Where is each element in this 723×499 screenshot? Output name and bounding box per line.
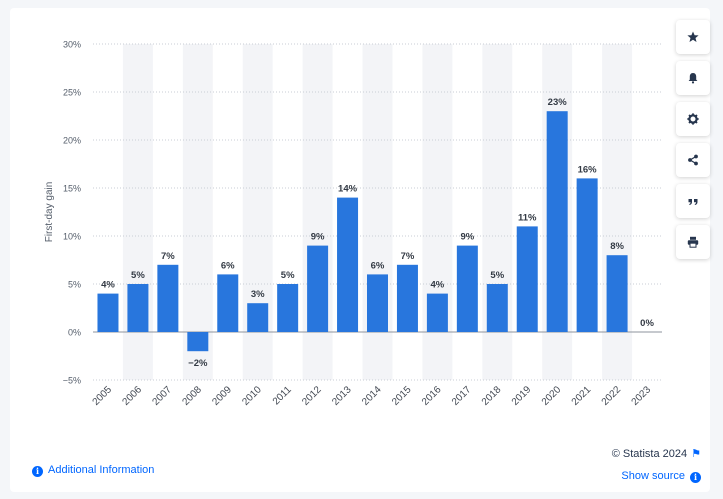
bar [217,274,239,332]
quote-icon [688,199,698,205]
statista-credit[interactable]: © Statista 2024 ⚑ [612,443,701,465]
x-tick-label: 2015 [390,384,414,408]
favorite-button[interactable] [676,20,710,54]
share-button[interactable] [676,143,710,177]
x-tick-label: 2010 [240,384,264,408]
column-band [182,44,213,380]
bar [456,245,478,332]
data-label: 5% [281,270,295,281]
additional-information-link[interactable]: i Additional Information [32,462,154,478]
y-tick-label: −5% [63,376,81,386]
share-icon [688,154,698,166]
data-label: 0% [640,318,654,329]
print-button[interactable] [676,225,710,259]
bar [337,197,359,332]
x-tick-label: 2019 [510,384,534,408]
data-label: −2% [188,358,208,369]
x-tick-label: 2017 [450,384,474,408]
footer-right: © Statista 2024 ⚑ Show source i [612,443,701,487]
data-label: 8% [610,241,624,252]
print-icon [687,236,699,248]
additional-information-label: Additional Information [48,464,155,476]
data-label: 4% [431,280,445,291]
x-tick-label: 2011 [271,384,294,407]
bar [426,293,448,332]
x-tick-label: 2012 [300,384,324,408]
y-tick-label: 15% [63,184,81,194]
bar [576,178,598,332]
star-icon [687,31,699,42]
bar [606,255,628,332]
y-tick-label: 20% [63,136,81,146]
notification-button[interactable] [676,61,710,95]
bar [97,293,119,332]
data-label: 16% [578,164,598,175]
data-label: 6% [371,260,385,271]
flag-icon: ⚑ [691,448,701,460]
bar [277,284,299,332]
bell-icon [688,73,698,84]
data-label: 14% [338,184,358,195]
x-tick-label: 2007 [150,384,174,408]
bar [486,284,508,332]
bar [396,264,418,332]
bar [187,332,209,352]
info-icon: i [690,472,701,483]
credit-text: © Statista 2024 [611,448,688,460]
data-label: 4% [101,280,115,291]
x-tick-label: 2018 [480,384,504,408]
bar [546,111,568,332]
gear-icon [687,113,699,125]
x-tick-label: 2020 [540,384,564,408]
data-label: 11% [518,212,537,223]
data-label: 9% [460,232,474,243]
x-tick-label: 2005 [91,384,115,408]
data-label: 5% [131,270,145,281]
x-tick-label: 2013 [330,384,354,408]
bar [516,226,538,332]
x-tick-label: 2016 [420,384,444,408]
y-tick-label: 25% [63,88,81,98]
data-label: 9% [311,232,325,243]
data-label: 6% [221,260,235,271]
x-tick-label: 2009 [210,384,234,408]
bar [127,284,149,332]
side-toolbar [676,20,710,266]
y-tick-label: 0% [68,328,81,338]
x-tick-label: 2008 [180,384,204,408]
x-tick-label: 2023 [630,384,654,408]
x-tick-label: 2006 [121,384,145,408]
data-label: 7% [161,251,175,262]
show-source-label: Show source [621,470,685,482]
y-axis-label: First-day gain [44,182,55,243]
info-icon: i [32,466,43,477]
bar [247,303,269,332]
x-tick-label: 2022 [600,384,624,408]
bar [367,274,388,332]
settings-button[interactable] [676,102,710,136]
show-source-link[interactable]: Show source i [612,465,701,487]
bar [307,245,329,332]
bar [157,264,179,332]
cite-button[interactable] [676,184,710,218]
data-label: 7% [401,251,415,262]
y-tick-label: 10% [63,232,81,242]
data-label: 23% [548,97,568,108]
y-tick-label: 5% [68,280,81,290]
x-tick-label: 2014 [360,384,384,408]
data-label: 5% [490,270,504,281]
data-label: 3% [251,289,265,300]
y-tick-label: 30% [63,40,81,50]
x-tick-label: 2021 [570,384,594,408]
